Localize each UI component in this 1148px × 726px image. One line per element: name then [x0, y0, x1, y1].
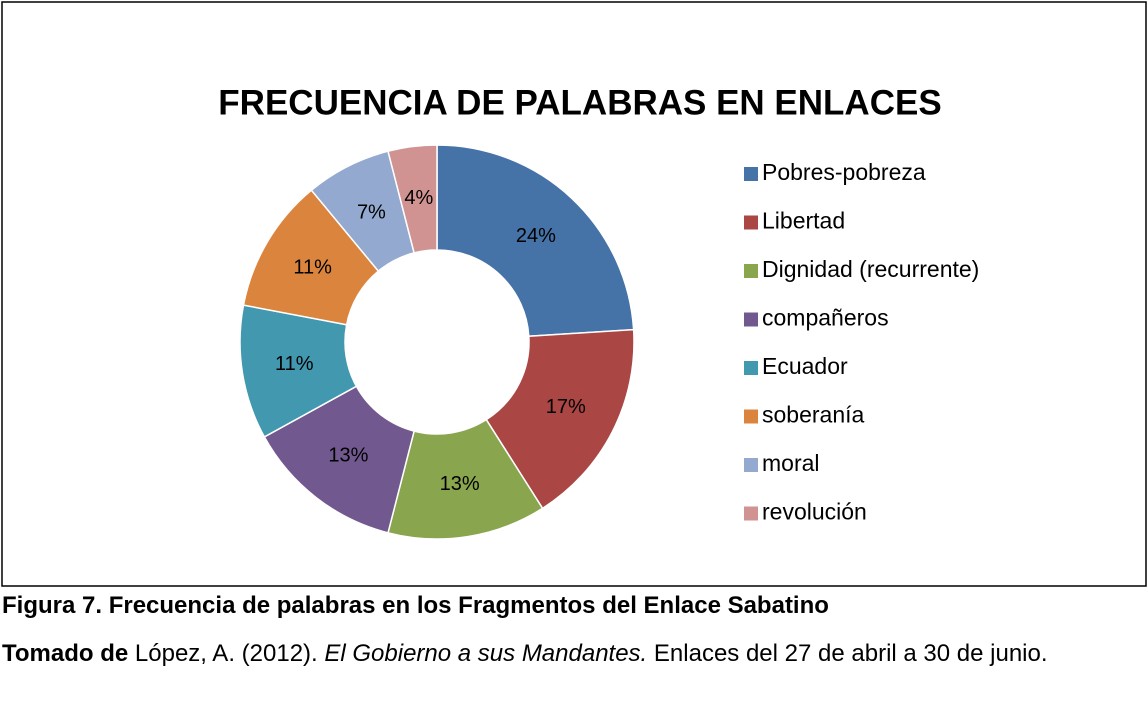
data-label: 24% — [516, 225, 556, 247]
data-label: 11% — [293, 257, 332, 279]
data-label: 17% — [546, 396, 586, 418]
legend-label: Ecuador — [762, 353, 848, 379]
figure-caption: Figura 7. Frecuencia de palabras en los … — [2, 592, 829, 619]
caption: Figura 7. Frecuencia de palabras en los … — [2, 582, 1142, 678]
source-title: El Gobierno a sus Mandantes. — [324, 640, 648, 667]
legend-swatch — [744, 409, 758, 424]
legend-label: soberanía — [762, 402, 865, 428]
data-label: 11% — [275, 353, 314, 375]
donut-slice — [387, 144, 438, 254]
legend-swatch — [744, 458, 758, 472]
legend-label: compañeros — [762, 305, 889, 331]
source-lead: Tomado de — [2, 640, 129, 667]
data-label: 13% — [328, 444, 368, 466]
data-label: 4% — [404, 187, 433, 209]
legend-label: revolución — [762, 499, 867, 525]
legend-label: Dignidad (recurrente) — [762, 256, 979, 282]
legend-swatch — [744, 264, 758, 278]
legend-swatch — [744, 167, 758, 181]
legend-label: Pobres-pobreza — [762, 159, 926, 185]
legend-label: Libertad — [762, 208, 845, 234]
legend-swatch — [744, 215, 758, 230]
donut-slice — [485, 328, 635, 510]
legend-swatch — [744, 361, 758, 375]
data-label: 7% — [357, 202, 386, 224]
chart-title: FRECUENCIA DE PALABRAS EN ENLACES — [218, 83, 941, 122]
legend-swatch — [744, 312, 758, 327]
donut-slice — [436, 144, 635, 338]
legend-label: moral — [762, 450, 820, 476]
legend-swatch — [744, 506, 758, 521]
data-label: 13% — [440, 473, 480, 495]
source-rest: Enlaces del 27 de abril a 30 de junio. — [653, 640, 1048, 667]
source-author: López, A. (2012). — [134, 640, 318, 667]
chart: FRECUENCIA DE PALABRAS EN ENLACES 24% 17%… — [1, 1, 1147, 587]
